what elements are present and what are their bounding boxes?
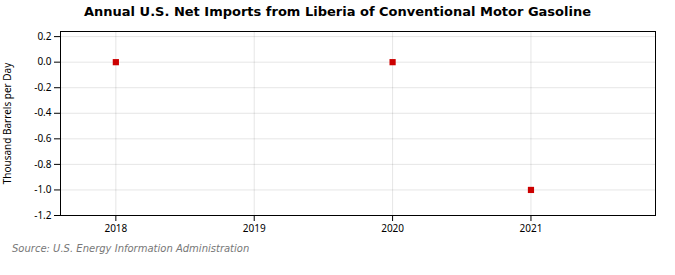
svg-text:-0.8: -0.8 [34,157,52,171]
svg-text:0.2: 0.2 [37,29,51,43]
svg-text:-0.6: -0.6 [34,131,52,145]
svg-text:-1.0: -1.0 [34,182,52,196]
svg-text:2021: 2021 [520,221,543,235]
svg-text:-0.4: -0.4 [34,105,52,119]
svg-text:0.0: 0.0 [37,54,51,68]
svg-text:2020: 2020 [381,221,404,235]
svg-text:-1.2: -1.2 [34,208,52,222]
svg-text:2019: 2019 [243,221,266,235]
html-text:Source: U.S. Energy Informatio: Source: U.S. Energy Information Administ… [12,243,250,254]
svg-text:2018: 2018 [104,221,127,235]
svg-text:-0.2: -0.2 [34,80,52,94]
svg-text:Thousand Barrels per Day: Thousand Barrels per Day [0,62,14,185]
html-text:Annual U.S. Net Imports from L: Annual U.S. Net Imports from Liberia of … [84,4,591,19]
